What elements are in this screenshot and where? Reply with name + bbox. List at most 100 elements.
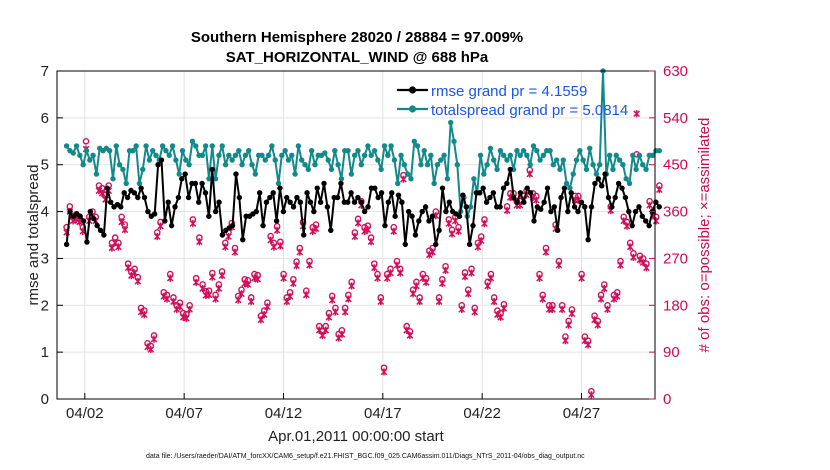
totalspread-point [106,147,113,154]
rmse-point [466,241,473,248]
rmse-point [107,199,114,205]
y-tick-label-5: 5 [41,157,49,174]
x-tick-label-1: 04/07 [165,405,203,422]
rmse-point [639,213,646,219]
totalspread-point [378,166,384,173]
rmse-point [568,190,574,196]
obs-assimilated-point [558,305,566,314]
obs-assimilated-point [189,219,197,228]
y-right-tick-label-4: 360 [663,204,688,221]
totalspread-point [623,176,629,182]
rmse-point [324,204,331,210]
obs-assimilated-point [532,196,540,204]
obs-assimilated-point [231,248,239,256]
obs-assimilated-point [565,321,572,329]
totalspread-point [494,166,500,173]
rmse-point [429,213,436,219]
rmse-point [375,194,381,201]
totalspread-point [411,138,417,144]
rmse-point [483,199,490,205]
rmse-point [463,204,469,210]
rmse-point [300,232,307,238]
totalspread-point [547,147,553,154]
obs-possible-point [82,137,90,145]
rmse-point [656,204,662,210]
obs-assimilated-point [383,274,391,282]
totalspread-point [328,166,335,173]
obs-assimilated-point [257,316,265,324]
rmse-point [206,213,212,219]
rmse-point [121,190,127,196]
rmse-point [311,208,317,215]
totalspread-point [477,152,484,159]
x-axis-label: Apr.01,2011 00:00:00 start [268,428,445,445]
totalspread-point [140,166,146,173]
rmse-point [521,199,527,205]
rmse-point [67,208,73,215]
rmse-point [632,208,639,215]
rmse-point [385,199,392,205]
obs-assimilated-point [623,222,631,230]
rmse-point [541,199,547,205]
obs-assimilated-point [192,278,200,286]
legend-marker-rmse [408,86,417,94]
totalspread-point [471,176,477,182]
totalspread-point [73,143,80,149]
totalspread-point [246,147,252,154]
totalspread-point [428,152,434,159]
rmse-point [345,199,351,205]
obs-assimilated-point [270,243,278,251]
rmse-point [351,199,358,205]
totalspread-point [630,152,636,159]
rmse-point [405,208,412,215]
obs-assimilated-point [435,298,443,306]
obs-assimilated-point [633,110,640,118]
totalspread-point [130,147,136,154]
rmse-point [165,199,171,205]
obs-assimilated-point [345,295,352,303]
obs-assimilated-point [147,345,155,354]
rmse-point [317,199,324,205]
totalspread-point [438,157,444,163]
rmse-point [94,222,100,229]
rmse-point [97,227,104,234]
totalspread-point [143,143,149,149]
totalspread-point [186,162,192,168]
totalspread-point [189,138,196,144]
y-tick-label-1: 1 [41,344,49,361]
totalspread-point [322,150,328,156]
rmse-point [565,208,571,215]
data-file-footer: data file: /Users/raeder/DAI/ATM_forcXX/… [146,453,585,460]
rmse-point [328,227,334,234]
rmse-point [158,157,165,163]
totalspread-point [636,152,643,159]
obs-assimilated-point [186,305,193,314]
obs-assimilated-point [422,278,430,286]
obs-assimilated-point [393,261,401,269]
totalspread-point [481,171,487,177]
totalspread-point [136,180,143,187]
rmse-point [446,199,453,205]
obs-assimilated-point [377,298,385,306]
obs-assimilated-point [157,222,164,230]
totalspread-point [590,162,596,168]
totalspread-point [308,147,315,154]
totalspread-point [116,162,123,168]
obs-assimilated-point [354,219,362,227]
rmse-point [598,183,605,189]
rmse-point [80,218,87,224]
totalspread-point [226,152,232,159]
obs-assimilated-point [215,285,223,293]
rmse-point [517,190,524,196]
totalspread-point [640,162,646,168]
totalspread-point [199,152,206,159]
obs-assimilated-point [306,261,313,269]
totalspread-point [216,152,222,159]
obs-assimilated-point [140,311,148,319]
rmse-point [497,204,503,210]
obs-assimilated-point [429,248,436,256]
totalspread-point [649,152,656,159]
totalspread-point [375,157,381,163]
obs-assimilated-point [591,316,598,324]
obs-assimilated-point [199,285,206,293]
